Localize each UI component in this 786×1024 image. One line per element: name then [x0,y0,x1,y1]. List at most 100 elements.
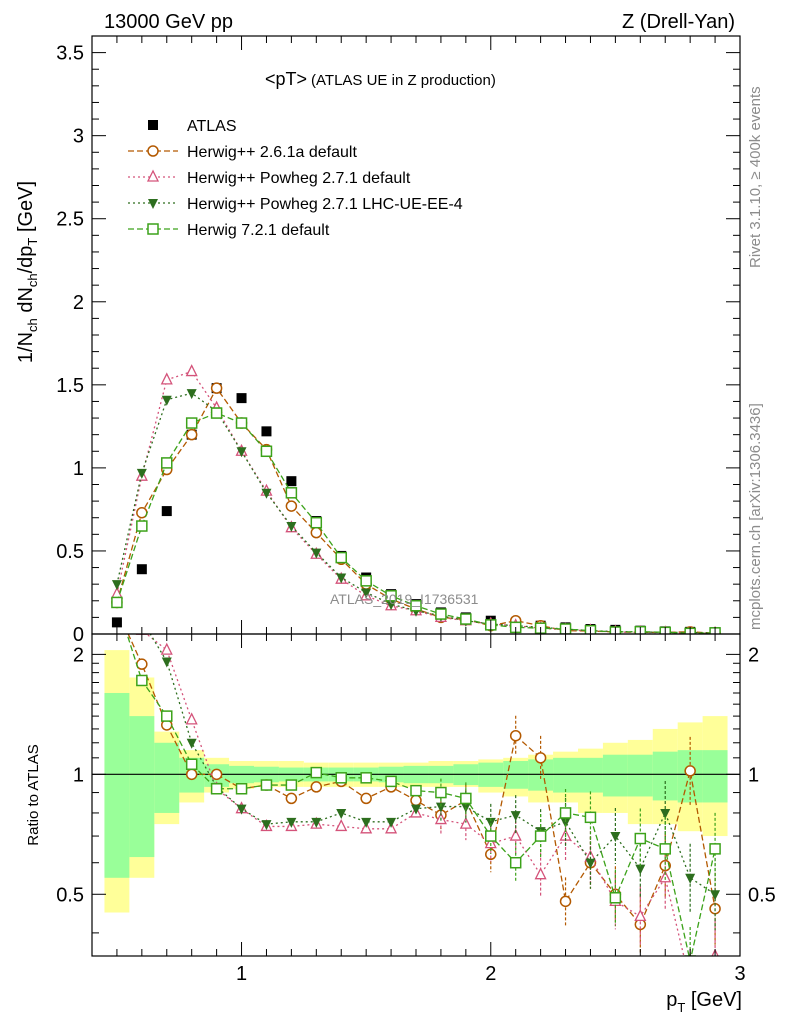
ratio-point-herwig-powheg-2-7-1-lhc-ue-ee-4 [610,832,621,843]
y-tick-label: 3.5 [56,43,84,65]
legend-label-herwig-7-2-1-default: Herwig 7.2.1 default [187,222,330,239]
data-point-herwig-7-2-1-default [460,613,472,625]
legend-title-main: <pT> [265,69,307,89]
ratio-uncertainty-bands [104,650,728,913]
legend-label-herwig-2-6-1a-default: Herwig++ 2.6.1a default [187,144,357,161]
ratio-point-herwig-powheg-2-7-1-default [160,642,173,655]
y-tick-label: 1.5 [56,375,84,397]
ratio-point-herwig-powheg-2-7-1-lhc-ue-ee-4 [685,873,696,884]
ratio-point-herwig-7-2-1-default [559,807,572,819]
legend-marker-herwig-2-6-1a-default [147,145,159,157]
ratio-point-herwig-powheg-2-7-1-default [112,562,122,572]
mcplots-url-label: mcplots.cern.ch [arXiv:1306.3436] [747,403,764,630]
data-point-herwig-2-6-1a-default [185,428,198,441]
data-point-herwig-powheg-2-7-1-lhc-ue-ee-4 [111,580,122,591]
data-point-herwig-7-2-1-default [185,417,198,429]
legend-title: <pT> (ATLAS UE in Z production) [265,69,496,89]
header-right-title: Z (Drell-Yan) [622,11,735,33]
data-point-herwig-powheg-2-7-1-lhc-ue-ee-4 [386,600,397,611]
ratio-point-herwig-powheg-2-7-1-lhc-ue-ee-4 [161,657,172,668]
ratio-point-herwig-7-2-1-default [385,775,397,788]
ratio-point-herwig-7-2-1-default [584,811,597,824]
data-point-atlas [236,393,247,404]
ratio-band-inner [702,750,728,803]
data-point-herwig-7-2-1-default [260,445,273,458]
ratio-band-inner [578,757,603,793]
ratio-point-herwig-7-2-1-default [260,779,273,791]
ratio-y-tick-label: 1 [73,764,84,786]
x-tick-label: 3 [734,963,745,985]
data-point-herwig-powheg-2-7-1-default [185,364,198,377]
ratio-band-inner [528,759,554,791]
ratio-point-herwig-2-6-1a-default [559,895,572,908]
ratio-point-herwig-powheg-2-7-1-default [484,836,497,849]
data-point-herwig-powheg-2-7-1-lhc-ue-ee-4 [136,468,147,479]
data-point-herwig-7-2-1-default [235,417,248,429]
ratio-point-herwig-powheg-2-7-1-default [534,867,547,880]
legend: ATLAS Herwig++ 2.6.1a default Herwig++ Pow… [128,118,463,239]
ratio-point-herwig-powheg-2-7-1-default [634,908,647,922]
ratio-band-inner [602,754,628,797]
ratio-point-herwig-powheg-2-7-1-default [459,816,472,829]
data-point-herwig-powheg-2-7-1-lhc-ue-ee-4 [336,573,347,584]
ratio-point-herwig-powheg-2-7-1-lhc-ue-ee-4 [560,817,571,828]
data-point-herwig-7-2-1-default [335,551,347,564]
ratio-point-herwig-2-6-1a-default [185,768,198,781]
ratio-point-herwig-7-2-1-default [235,783,248,795]
ratio-point-herwig-2-6-1a-default [410,794,422,807]
ratio-band-inner [553,757,578,793]
ratio-point-herwig-powheg-2-7-1-lhc-ue-ee-4 [435,802,446,813]
ratio-y-tick-label-right: 0.5 [748,884,776,906]
y-tick-label: 1 [73,458,84,480]
ratio-point-herwig-powheg-2-7-1-lhc-ue-ee-4 [361,817,372,828]
ratio-point-herwig-7-2-1-default [485,830,497,842]
ratio-point-herwig-7-2-1-default [460,792,472,805]
y-tick-label: 2.5 [56,209,84,231]
ratio-y-tick-label-right: 1 [748,764,759,786]
main-y-axis-label: 1/Nch dNch/dpT [GeV] [15,181,40,363]
data-point-atlas [261,426,272,437]
data-point-herwig-powheg-2-7-1-default [160,372,173,385]
data-point-herwig-7-2-1-default [310,516,323,529]
data-point-herwig-7-2-1-default [136,520,148,532]
ratio-line-herwig-powheg-2-7-1-lhc-ue-ee-4 [149,634,716,895]
legend-marker-herwig-7-2-1-default [147,223,159,235]
ratio-point-herwig-7-2-1-default [435,786,447,799]
ratio-point-herwig-powheg-2-7-1-lhc-ue-ee-4 [137,616,147,626]
data-point-herwig-7-2-1-default [385,590,397,602]
data-point-herwig-7-2-1-default [435,608,447,620]
ratio-y-tick-label: 2 [73,644,84,666]
y-tick-label: 3 [73,126,84,148]
ratio-point-herwig-powheg-2-7-1-lhc-ue-ee-4 [411,804,421,815]
legend-marker-herwig-powheg-2-7-1-lhc-ue-ee-4 [148,199,158,209]
legend-title-sub: (ATLAS UE in Z production) [311,72,496,89]
y-tick-label: 2 [73,292,84,314]
data-point-atlas [161,506,172,517]
ratio-point-herwig-powheg-2-7-1-lhc-ue-ee-4 [186,738,197,749]
y-tick-label: 0 [73,624,84,646]
ratio-point-herwig-7-2-1-default [161,710,173,722]
ratio-point-herwig-7-2-1-default [659,843,671,855]
x-axis-label: pT [GeV] [666,989,742,1015]
ratio-band-inner [154,742,180,813]
ratio-point-herwig-powheg-2-7-1-default [685,977,695,987]
ratio-point-herwig-7-2-1-default [534,830,547,842]
ratio-point-herwig-7-2-1-default [684,955,696,956]
ratio-point-herwig-powheg-2-7-1-lhc-ue-ee-4 [236,804,247,815]
ratio-point-herwig-7-2-1-default [310,766,323,779]
ratio-point-herwig-powheg-2-7-1-lhc-ue-ee-4 [485,817,496,828]
ratio-point-herwig-7-2-1-default [335,772,347,784]
ratio-point-herwig-7-2-1-default [709,843,721,855]
ratio-point-herwig-2-6-1a-default [285,792,298,805]
data-point-herwig-7-2-1-default [360,575,372,587]
analysis-watermark: ATLAS_2019_I1736531 [330,591,479,607]
data-point-herwig-2-6-1a-default [285,500,298,512]
data-point-atlas [286,476,297,487]
ratio-band-inner [104,692,130,878]
ratio-point-herwig-powheg-2-7-1-lhc-ue-ee-4 [585,858,596,869]
ratio-y-axis-label: Ratio to ATLAS [25,744,42,845]
data-point-herwig-2-6-1a-default [310,526,323,539]
ratio-point-herwig-7-2-1-default [410,784,422,797]
ratio-point-herwig-powheg-2-7-1-lhc-ue-ee-4 [311,817,322,828]
ratio-y-tick-label: 0.5 [56,884,84,906]
